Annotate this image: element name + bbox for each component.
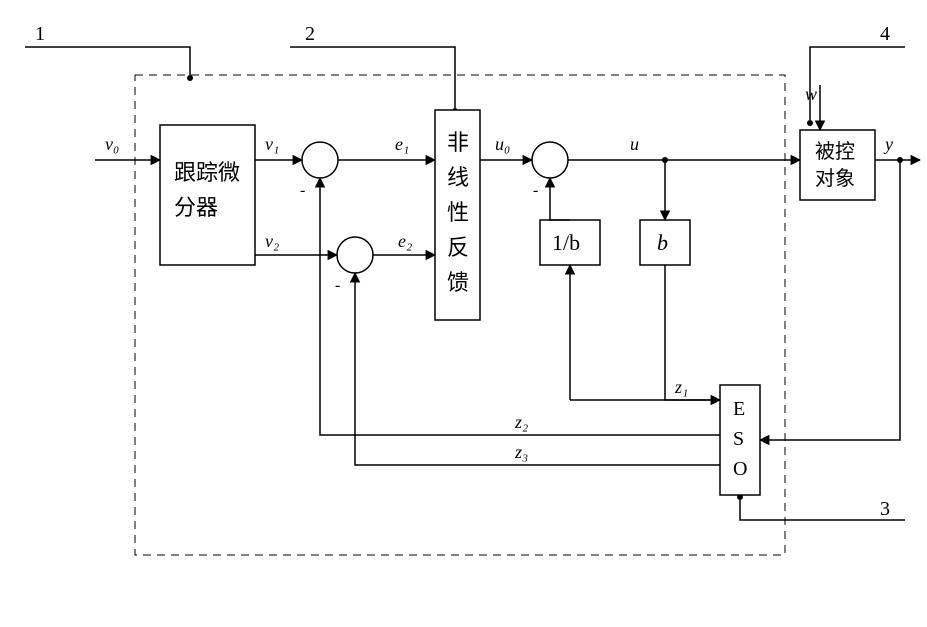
- callout-4: 4: [807, 23, 905, 126]
- block-td: 跟踪微 分器: [160, 125, 255, 265]
- svg-text:线: 线: [447, 165, 469, 190]
- svg-text:E: E: [733, 398, 745, 420]
- label-z3: z₃: [514, 442, 528, 462]
- block-b: b: [640, 220, 690, 265]
- block-b-label: b: [657, 230, 668, 255]
- label-v1: v₁: [265, 134, 279, 154]
- label-w: w: [805, 84, 817, 104]
- svg-text:非: 非: [447, 130, 469, 155]
- svg-text:馈: 馈: [447, 270, 469, 295]
- svg-text:-: -: [533, 182, 538, 199]
- svg-text:S: S: [733, 428, 744, 450]
- svg-text:被控: 被控: [815, 140, 855, 163]
- block-invb-label: 1/b: [552, 230, 580, 255]
- sum-e2: -: [335, 237, 373, 294]
- callout-2: 2: [290, 23, 458, 114]
- block-plant: 被控 对象: [800, 130, 875, 200]
- svg-text:分器: 分器: [174, 195, 218, 220]
- svg-text:O: O: [733, 458, 747, 480]
- svg-text:性: 性: [447, 200, 469, 225]
- svg-text:反: 反: [447, 235, 469, 260]
- label-v2: v₂: [265, 231, 279, 251]
- wire-invb-to-sum: [550, 178, 570, 220]
- label-u: u: [630, 134, 639, 154]
- label-e2: e₂: [398, 231, 412, 251]
- sum-e1: -: [300, 142, 338, 199]
- callout-3: 3: [737, 494, 905, 520]
- block-diagram: 1 2 4 3 跟踪微 分器 非 线 性 反 馈 1/b b: [0, 0, 927, 627]
- svg-text:-: -: [300, 182, 305, 199]
- callout-1-label: 1: [35, 23, 45, 45]
- svg-text:跟踪微: 跟踪微: [174, 160, 240, 185]
- label-v0: v₀: [105, 134, 119, 154]
- callout-4-label: 4: [880, 23, 890, 45]
- callout-2-label: 2: [305, 23, 315, 45]
- block-eso: E S O: [720, 385, 760, 495]
- svg-text:-: -: [335, 277, 340, 294]
- label-y: y: [883, 134, 893, 154]
- block-nlf: 非 线 性 反 馈: [435, 110, 480, 320]
- label-e1: e₁: [395, 134, 409, 154]
- wire-z2: [320, 178, 720, 435]
- callout-3-label: 3: [880, 498, 890, 520]
- label-z2: z₂: [514, 412, 528, 432]
- wire-b-to-eso: [665, 265, 720, 400]
- label-z1: z₁: [674, 377, 688, 397]
- label-u0: u₀: [495, 134, 510, 154]
- wire-y-to-eso: [760, 160, 900, 440]
- block-invb: 1/b: [540, 220, 600, 265]
- svg-text:对象: 对象: [815, 167, 855, 190]
- callout-1: 1: [25, 23, 193, 81]
